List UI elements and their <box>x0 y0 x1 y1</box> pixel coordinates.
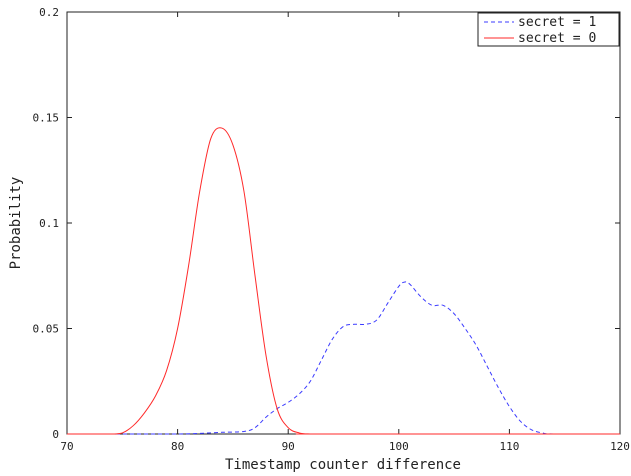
legend-box <box>477 12 620 47</box>
y-tick-label: 0.15 <box>33 112 60 125</box>
x-axis-label: Timestamp counter difference <box>225 457 461 473</box>
plot-frame <box>66 11 621 435</box>
series-line-secret-1 <box>67 281 620 435</box>
x-axis-ticks: 70 80 90 100 110 120 <box>60 12 630 453</box>
y-tick-label: 0.1 <box>39 217 59 230</box>
y-axis-label: Probability <box>8 177 24 270</box>
x-tick-label: 120 <box>610 440 630 453</box>
y-tick-label: 0 <box>52 428 59 441</box>
x-tick-label: 80 <box>171 440 184 453</box>
series-line-secret-0 <box>67 127 620 435</box>
y-tick-label: 0.05 <box>33 323 60 336</box>
legend-label-secret-1: secret = 1 <box>518 15 596 30</box>
legend: secret = 1 secret = 0 <box>477 12 620 47</box>
legend-label-secret-0: secret = 0 <box>518 31 596 46</box>
y-axis-ticks: 0 0.05 0.1 0.15 0.2 <box>33 6 620 441</box>
plot-area <box>66 11 621 435</box>
y-tick-label: 0.2 <box>39 6 59 19</box>
series-lines <box>67 127 620 435</box>
x-tick-label: 110 <box>499 440 519 453</box>
x-tick-label: 90 <box>282 440 295 453</box>
x-tick-label: 100 <box>389 440 409 453</box>
x-tick-label: 70 <box>60 440 73 453</box>
